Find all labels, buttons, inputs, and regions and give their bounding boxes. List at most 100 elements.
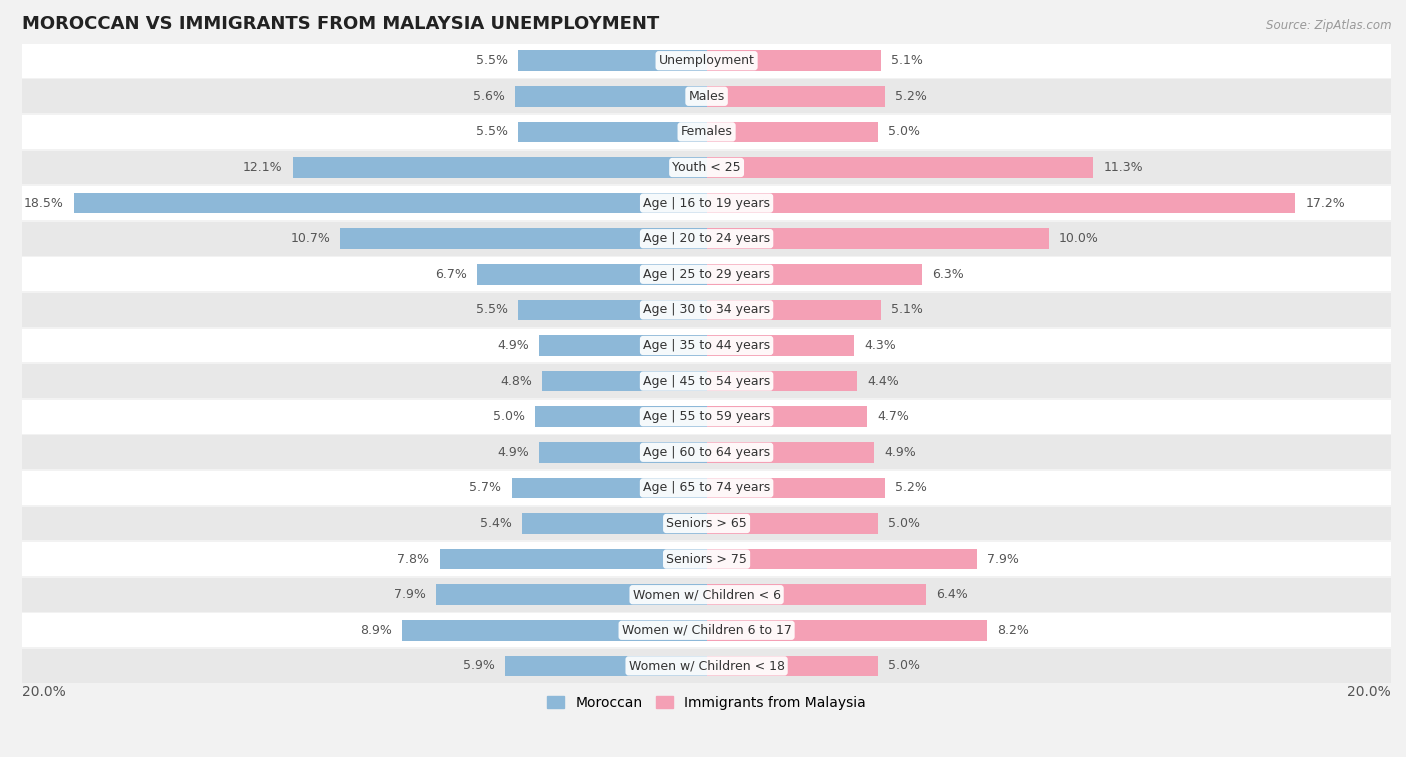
Text: 5.5%: 5.5% bbox=[477, 304, 508, 316]
Bar bbox=[707, 300, 882, 320]
Bar bbox=[22, 400, 1391, 434]
Text: Women w/ Children 6 to 17: Women w/ Children 6 to 17 bbox=[621, 624, 792, 637]
Text: Females: Females bbox=[681, 126, 733, 139]
Bar bbox=[707, 442, 875, 463]
Text: 4.3%: 4.3% bbox=[865, 339, 896, 352]
Bar bbox=[707, 407, 868, 427]
Bar bbox=[538, 335, 707, 356]
Bar bbox=[22, 613, 1391, 647]
Text: Age | 30 to 34 years: Age | 30 to 34 years bbox=[643, 304, 770, 316]
Text: 5.2%: 5.2% bbox=[894, 481, 927, 494]
Bar bbox=[22, 649, 1391, 683]
Text: 11.3%: 11.3% bbox=[1104, 161, 1143, 174]
Text: 5.9%: 5.9% bbox=[463, 659, 495, 672]
Bar bbox=[538, 442, 707, 463]
Bar bbox=[707, 478, 884, 498]
Text: 5.5%: 5.5% bbox=[477, 55, 508, 67]
Text: 4.7%: 4.7% bbox=[877, 410, 910, 423]
Bar bbox=[22, 44, 1391, 78]
Bar bbox=[22, 471, 1391, 505]
Bar bbox=[436, 584, 707, 605]
Text: 12.1%: 12.1% bbox=[243, 161, 283, 174]
Bar bbox=[505, 656, 707, 676]
Text: 20.0%: 20.0% bbox=[22, 686, 66, 699]
Text: Age | 60 to 64 years: Age | 60 to 64 years bbox=[643, 446, 770, 459]
Bar bbox=[340, 229, 707, 249]
Text: 7.9%: 7.9% bbox=[394, 588, 426, 601]
Bar bbox=[707, 86, 884, 107]
Bar bbox=[22, 364, 1391, 398]
Text: 4.9%: 4.9% bbox=[884, 446, 917, 459]
Bar bbox=[22, 257, 1391, 291]
Text: 5.0%: 5.0% bbox=[889, 659, 920, 672]
Text: Seniors > 65: Seniors > 65 bbox=[666, 517, 747, 530]
Bar bbox=[522, 513, 707, 534]
Text: Age | 65 to 74 years: Age | 65 to 74 years bbox=[643, 481, 770, 494]
Bar bbox=[512, 478, 707, 498]
Bar bbox=[515, 86, 707, 107]
Bar bbox=[22, 151, 1391, 185]
Bar bbox=[707, 549, 977, 569]
Text: Women w/ Children < 6: Women w/ Children < 6 bbox=[633, 588, 780, 601]
Text: 5.7%: 5.7% bbox=[470, 481, 502, 494]
Text: Males: Males bbox=[689, 90, 724, 103]
Bar bbox=[707, 264, 922, 285]
Bar bbox=[519, 122, 707, 142]
Bar bbox=[519, 300, 707, 320]
Bar bbox=[707, 371, 858, 391]
Bar bbox=[22, 115, 1391, 149]
Bar bbox=[22, 542, 1391, 576]
Bar bbox=[22, 506, 1391, 540]
Bar bbox=[707, 157, 1094, 178]
Text: 17.2%: 17.2% bbox=[1305, 197, 1346, 210]
Text: 7.8%: 7.8% bbox=[398, 553, 429, 565]
Text: Unemployment: Unemployment bbox=[658, 55, 755, 67]
Text: 8.9%: 8.9% bbox=[360, 624, 392, 637]
Bar bbox=[292, 157, 707, 178]
Bar bbox=[707, 51, 882, 71]
Bar bbox=[519, 51, 707, 71]
Text: 4.4%: 4.4% bbox=[868, 375, 900, 388]
Text: 4.9%: 4.9% bbox=[496, 446, 529, 459]
Bar bbox=[440, 549, 707, 569]
Bar bbox=[707, 656, 877, 676]
Text: 5.0%: 5.0% bbox=[889, 517, 920, 530]
Text: 8.2%: 8.2% bbox=[997, 624, 1029, 637]
Bar bbox=[707, 122, 877, 142]
Text: 7.9%: 7.9% bbox=[987, 553, 1019, 565]
Text: Women w/ Children < 18: Women w/ Children < 18 bbox=[628, 659, 785, 672]
Text: Age | 16 to 19 years: Age | 16 to 19 years bbox=[643, 197, 770, 210]
Bar bbox=[22, 186, 1391, 220]
Bar bbox=[22, 79, 1391, 114]
Bar bbox=[543, 371, 707, 391]
Bar bbox=[477, 264, 707, 285]
Bar bbox=[707, 513, 877, 534]
Text: 6.4%: 6.4% bbox=[936, 588, 967, 601]
Bar bbox=[707, 620, 987, 640]
Text: 5.4%: 5.4% bbox=[479, 517, 512, 530]
Text: 5.6%: 5.6% bbox=[472, 90, 505, 103]
Text: 5.1%: 5.1% bbox=[891, 55, 924, 67]
Text: Age | 25 to 29 years: Age | 25 to 29 years bbox=[643, 268, 770, 281]
Text: 5.5%: 5.5% bbox=[477, 126, 508, 139]
Text: Age | 35 to 44 years: Age | 35 to 44 years bbox=[643, 339, 770, 352]
Bar bbox=[73, 193, 707, 213]
Text: 5.0%: 5.0% bbox=[494, 410, 526, 423]
Text: 18.5%: 18.5% bbox=[24, 197, 63, 210]
Bar bbox=[22, 222, 1391, 256]
Bar bbox=[707, 584, 925, 605]
Text: 10.7%: 10.7% bbox=[290, 232, 330, 245]
Text: 6.3%: 6.3% bbox=[932, 268, 965, 281]
Text: Youth < 25: Youth < 25 bbox=[672, 161, 741, 174]
Text: 10.0%: 10.0% bbox=[1059, 232, 1099, 245]
Text: Age | 55 to 59 years: Age | 55 to 59 years bbox=[643, 410, 770, 423]
Text: 4.9%: 4.9% bbox=[496, 339, 529, 352]
Bar bbox=[707, 335, 853, 356]
Text: 5.2%: 5.2% bbox=[894, 90, 927, 103]
Bar bbox=[536, 407, 707, 427]
Bar bbox=[22, 435, 1391, 469]
Text: Age | 20 to 24 years: Age | 20 to 24 years bbox=[643, 232, 770, 245]
Text: 5.1%: 5.1% bbox=[891, 304, 924, 316]
Text: 20.0%: 20.0% bbox=[1347, 686, 1391, 699]
Bar bbox=[707, 229, 1049, 249]
